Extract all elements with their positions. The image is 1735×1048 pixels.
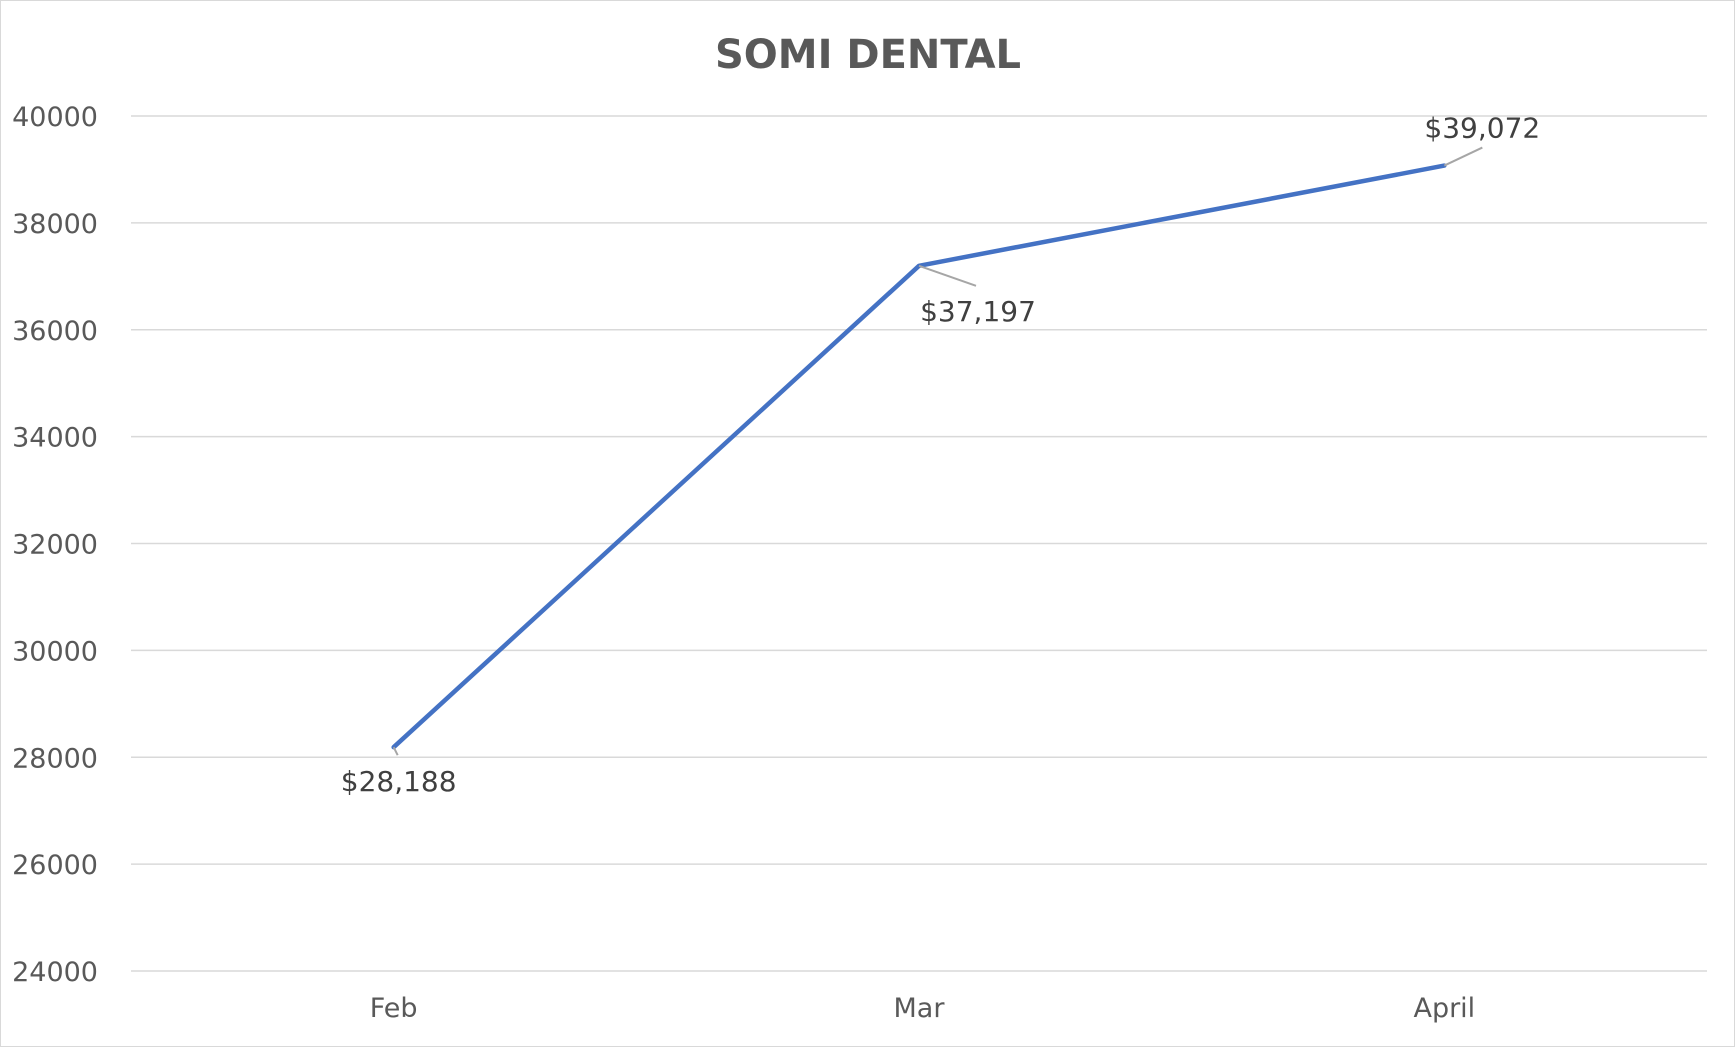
y-tick-label: 30000 <box>12 636 98 667</box>
y-tick-label: 24000 <box>12 957 98 988</box>
series-lines <box>391 163 1447 750</box>
series-line <box>391 163 1447 750</box>
data-label-leader-line <box>918 264 977 287</box>
chart-title: SOMI DENTAL <box>715 32 1021 78</box>
y-tick-label: 32000 <box>12 530 98 561</box>
gridlines <box>131 115 1707 972</box>
y-tick-label: 26000 <box>12 850 98 881</box>
x-tick-label: Feb <box>370 993 418 1024</box>
y-tick-label: 28000 <box>12 743 98 774</box>
y-tick-label: 36000 <box>12 316 98 347</box>
data-label-leader-line <box>1443 146 1483 167</box>
x-tick-label: Mar <box>894 993 946 1024</box>
data-labels: $28,188 $37,197 $39,072 <box>341 112 1540 799</box>
x-axis-ticks: Feb Mar April <box>370 993 1475 1024</box>
data-label: $28,188 <box>341 765 457 798</box>
x-tick-label: April <box>1413 993 1475 1024</box>
data-label: $39,072 <box>1424 112 1540 145</box>
y-axis-ticks: 24000 26000 28000 30000 32000 34000 36000 38000… <box>12 102 98 988</box>
data-label-leader-line <box>392 746 399 756</box>
y-tick-label: 40000 <box>12 102 98 133</box>
y-tick-label: 38000 <box>12 209 98 240</box>
y-tick-label: 34000 <box>12 423 98 454</box>
data-label: $37,197 <box>920 295 1036 328</box>
